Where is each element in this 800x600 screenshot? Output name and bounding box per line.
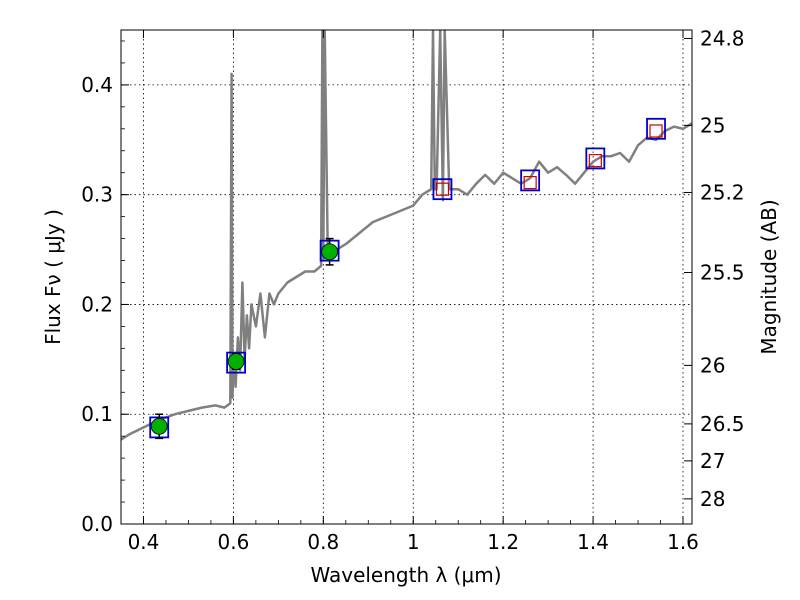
observed-photometry-point <box>321 243 339 261</box>
magnitude-tick-label: 27 <box>700 449 725 473</box>
model-photometry-blue-square <box>646 117 666 140</box>
magnitude-axis: 24.8 25 25.2 25.5 26 26.5 27 28 <box>684 26 745 511</box>
magnitude-tick-label: 25.2 <box>700 180 745 204</box>
model-photometry-blue-square <box>585 147 606 170</box>
y-tick-label: 0.2 <box>81 292 113 316</box>
x-tick-label: 1.4 <box>577 530 609 554</box>
observed-photometry-point <box>227 353 245 370</box>
model-photometry-red-square <box>649 124 663 138</box>
data-layer <box>121 30 692 441</box>
x-tick-label: 1 <box>407 530 420 554</box>
x-tick-label: 0.4 <box>128 530 160 554</box>
magnitude-tick-label: 25 <box>700 113 725 137</box>
magnitude-tick-label: 25.5 <box>700 260 745 284</box>
grid <box>121 30 692 525</box>
y-tick-label: 0.4 <box>81 73 113 97</box>
plot-frame <box>120 29 693 525</box>
magnitude-axis-label: Magnitude (AB) <box>757 199 781 354</box>
model-spectrum-line <box>121 30 692 441</box>
observed-photometry-point <box>150 417 168 435</box>
y-tick-label: 0.1 <box>81 402 113 426</box>
x-tick-label: 1.6 <box>667 530 699 554</box>
magnitude-tick-label: 28 <box>700 487 725 511</box>
y-axis: 0.0 0.1 0.2 0.3 0.4 <box>81 40 129 536</box>
model-photometry-red-square <box>588 154 602 168</box>
x-tick-label: 0.6 <box>217 530 249 554</box>
magnitude-tick-label: 26.5 <box>700 412 745 436</box>
x-tick-label: 1.2 <box>487 530 519 554</box>
photometry-points <box>149 117 666 440</box>
y-axis-label: Flux Fν ( μJy ) <box>41 209 65 345</box>
magnitude-tick-label: 26 <box>700 353 725 377</box>
y-tick-label: 0.0 <box>81 512 113 536</box>
y-tick-label: 0.3 <box>81 183 113 207</box>
model-photometry-blue-square <box>520 169 541 192</box>
magnitude-tick-label: 24.8 <box>700 26 745 50</box>
model-photometry-blue-square <box>226 351 246 374</box>
x-tick-label: 0.8 <box>307 530 339 554</box>
model-photometry-blue-square <box>432 178 453 201</box>
model-photometry-red-square <box>523 175 537 190</box>
model-photometry-red-square <box>435 182 450 196</box>
x-axis: 0.4 0.6 0.8 1 1.2 1.4 1.6 <box>128 30 699 554</box>
x-axis-label: Wavelength λ (μm) <box>310 563 501 587</box>
